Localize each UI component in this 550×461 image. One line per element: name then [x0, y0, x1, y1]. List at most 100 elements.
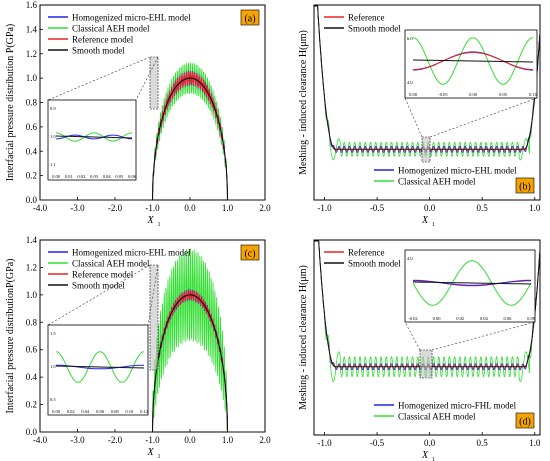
panel-a-ytick-1: 0.2	[26, 171, 37, 181]
panel-d-inset-xtick-4: 0.06	[503, 316, 512, 321]
panel-a-legend-label-3: Smooth model	[72, 46, 125, 56]
panel-c-xtick-4: 0.0	[184, 435, 196, 445]
panel-d-zoom-connector-2	[431, 321, 536, 351]
panel-a-ytick-7: 1.4	[26, 24, 38, 34]
panel-a-zoom-region	[149, 56, 159, 110]
panel-a-inset-xtick-6: 0.06	[128, 174, 137, 179]
panel-b: -1.0 -0.5 0.0 0.5 1.0 X 1 Meshing - induced cle…	[298, 4, 541, 228]
panel-d-xtick-0: -1.0	[317, 438, 332, 448]
panel-a: -4.0 -3.0 -2.0 -1.0 0.0 1.0 2.0 0.0 0.2 0.4 0.6 0.8…	[5, 0, 271, 228]
panel-b-inset-xtick-1: -0.05	[438, 92, 448, 97]
panel-c-ytick-5: 1.0	[26, 290, 38, 300]
panel-d-inset-xtick-3: 0.04	[480, 316, 489, 321]
panel-a-ytick-0: 0.0	[26, 195, 38, 205]
panel-b-top-legend-label-0: Reference	[348, 13, 384, 23]
panel-c-ytick-4: 0.8	[26, 317, 38, 327]
panel-d: -1.0 -0.5 0.0 0.5 1.0 X 1 Meshing - induced cle…	[298, 239, 541, 461]
panel-c-ytick-3: 0.6	[26, 345, 38, 355]
panel-a-ytick-3: 0.6	[26, 122, 38, 132]
panel-b-zoom-region	[421, 136, 431, 163]
panel-d-xtick-3: 0.5	[477, 438, 489, 448]
panel-c-xlabel: X	[146, 447, 154, 458]
panel-c-xtick-5: 1.0	[222, 435, 234, 445]
panel-a-xtick-4: 0.0	[184, 203, 196, 213]
panel-b-xtick-2: 0.0	[424, 203, 436, 213]
panel-a-ytick-2: 0.4	[26, 146, 38, 156]
panel-b-inset-line-reference	[412, 51, 534, 71]
panel-a-xtick-0: -4.0	[33, 203, 48, 213]
panel-b-bottom-legend-label-1: Classical AEH model	[398, 177, 476, 187]
panel-b-inset-xtick-0: 0.00	[409, 92, 418, 97]
panel-c-xtick-3: -1.0	[145, 435, 160, 445]
panel-a-xlabel-sub: 1	[158, 222, 161, 228]
panel-a-legend-label-1: Classical AEH model	[72, 24, 150, 34]
panel-a-xtick-3: -1.0	[145, 203, 160, 213]
panel-d-inset-xtick-2: 0.02	[456, 316, 464, 321]
panel-b-xtick-3: 0.5	[477, 203, 489, 213]
panel-b-bottom-legend-label-0: Homogenized micro-EHL model	[398, 166, 517, 176]
panel-a-inset-line-classical	[56, 132, 132, 142]
panel-c-inset-xtick-6: 0.12	[140, 409, 148, 414]
panel-a-xtick-2: -2.0	[108, 203, 123, 213]
panel-b-inset-ytick-1: 4.0	[407, 80, 413, 85]
panel-d-xtick-2: 0.0	[424, 438, 436, 448]
panel-a-inset-xtick-5: 0.05	[115, 174, 124, 179]
panel-c-inset-xtick-3: 0.06	[96, 409, 105, 414]
panel-b-xlabel-sub: 1	[432, 222, 435, 228]
panel-c-xtick-0: -4.0	[33, 435, 48, 445]
panel-c-inset-xtick-0: 0.00	[52, 409, 61, 414]
panel-d-xlabel: X	[421, 450, 429, 461]
panel-c-zoom-region	[149, 264, 159, 371]
panel-b-inset-xtick-3: 0.05	[499, 92, 508, 97]
panel-c-line-smooth	[40, 294, 265, 433]
panel-a-inset-ytick-0: 0.9	[50, 106, 56, 111]
panel-b-xtick-0: -1.0	[317, 203, 332, 213]
panel-b-label-bg	[515, 177, 535, 194]
panel-a-xtick-1: -3.0	[70, 203, 85, 213]
panel-a-label: (a)	[244, 14, 255, 25]
panel-a-inset-xtick-0: 0.00	[52, 174, 61, 179]
panel-b-inset-xtick-2: 0.00	[469, 92, 478, 97]
panel-c-inset-ytick-2: 0.5	[50, 397, 56, 402]
panel-b-ylabel: Meshing - induced clearance H(μm)	[298, 30, 309, 175]
panel-c-xlabel-sub: 1	[158, 454, 161, 460]
panel-d-inset-line-smooth	[413, 281, 531, 285]
panel-d-bottom-legend-label-0: Homogenized micro-FHL model	[398, 401, 517, 411]
panel-a-line-smooth	[40, 77, 265, 201]
panel-b-inset-ytick-0: 6.0	[407, 36, 413, 41]
panel-c-inset-xtick-2: 0.04	[81, 409, 90, 414]
panel-b-zoom-connector-1	[404, 97, 423, 138]
panel-a-inset-xtick-4: 0.04	[103, 174, 112, 179]
panel-b-zoom-connector-2	[429, 97, 538, 138]
panel-a-inset-ytick-2: 1.1	[50, 162, 56, 167]
panel-b-xtick-1: -0.5	[370, 203, 385, 213]
panel-a-ylabel: Interfacial pressure distribution P(GPa)	[5, 24, 16, 181]
panel-c-label: (c)	[244, 249, 255, 260]
panel-d-top-legend-label-1: Smooth model	[348, 259, 401, 269]
panel-c-legend-label-1: Classical AEH model	[72, 259, 150, 269]
panel-d-top-legend-label-0: Reference	[348, 248, 384, 258]
panel-c-ytick-2: 0.4	[26, 372, 38, 382]
panel-c-inset-xtick-1: 0.02	[67, 409, 75, 414]
panel-c-inset-ytick-1: 1.0	[50, 364, 56, 369]
panel-b-xtick-4: 1.0	[529, 203, 541, 213]
panel-a-legend-label-0: Homogenized micro-EHL model	[72, 13, 191, 23]
panel-a-ytick-6: 1.2	[26, 49, 37, 59]
panel-b-inset-frame	[404, 29, 538, 99]
panel-d-inset-xtick-1: 0.00	[433, 316, 442, 321]
panel-a-inset-xtick-2: 0.02	[77, 174, 85, 179]
panel-d-inset-xtick-5: 0.08	[527, 316, 536, 321]
panel-c-ytick-6: 1.2	[26, 262, 37, 272]
panel-d-zoom-region	[419, 349, 433, 379]
panel-c-ytick-1: 0.2	[26, 400, 37, 410]
panel-b-inset-line-classical	[412, 37, 534, 85]
panel-c-xtick-2: -2.0	[108, 435, 123, 445]
panel-a-legend-label-2: Reference model	[72, 35, 134, 45]
panel-c-label-bg	[240, 244, 260, 261]
panel-c-inset-xtick-4: 0.08	[111, 409, 120, 414]
panel-d-label-bg	[515, 412, 535, 429]
panel-a-ytick-4: 0.8	[26, 98, 38, 108]
panel-d-inset-ytick-0: 4.0	[407, 256, 413, 261]
panel-c-xtick-6: 2.0	[259, 435, 271, 445]
panel-d-xtick-1: -0.5	[370, 438, 385, 448]
